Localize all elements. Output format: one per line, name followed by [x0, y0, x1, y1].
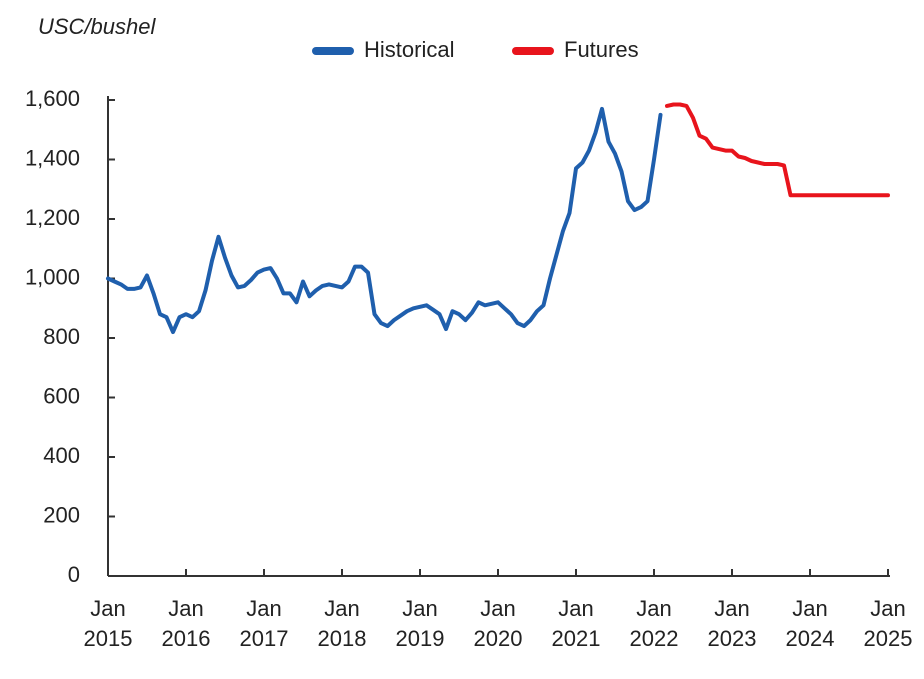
- x-tick-label: Jan 2017: [239, 596, 289, 651]
- x-tick-label: Jan 2019: [395, 596, 445, 651]
- y-tick-label: 400: [43, 443, 80, 468]
- series-line: [665, 102, 890, 198]
- y-tick-label: 1,000: [25, 264, 80, 289]
- y-tick-label: 800: [43, 324, 80, 349]
- x-tick-label: Jan 2025: [863, 596, 913, 651]
- y-axis-label: USC/bushel: [38, 14, 157, 39]
- y-tick-label: 0: [68, 562, 80, 587]
- x-tick-label: Jan 2018: [317, 596, 367, 651]
- legend-swatch: [312, 47, 354, 55]
- series-line: [106, 106, 663, 335]
- legend-label: Futures: [564, 37, 639, 62]
- x-tick-label: Jan 2021: [551, 596, 601, 651]
- x-tick-label: Jan 2023: [707, 596, 757, 651]
- x-tick-label: Jan 2016: [161, 596, 211, 651]
- y-tick-label: 1,400: [25, 145, 80, 170]
- legend-label: Historical: [364, 37, 454, 62]
- y-tick-label: 200: [43, 502, 80, 527]
- y-tick-label: 1,600: [25, 86, 80, 111]
- x-tick-label: Jan 2022: [629, 596, 679, 651]
- y-tick-label: 600: [43, 383, 80, 408]
- x-tick-label: Jan 2020: [473, 596, 523, 651]
- x-tick-label: Jan 2015: [83, 596, 133, 651]
- y-tick-label: 1,200: [25, 205, 80, 230]
- legend-swatch: [512, 47, 554, 55]
- x-tick-label: Jan 2024: [785, 596, 835, 651]
